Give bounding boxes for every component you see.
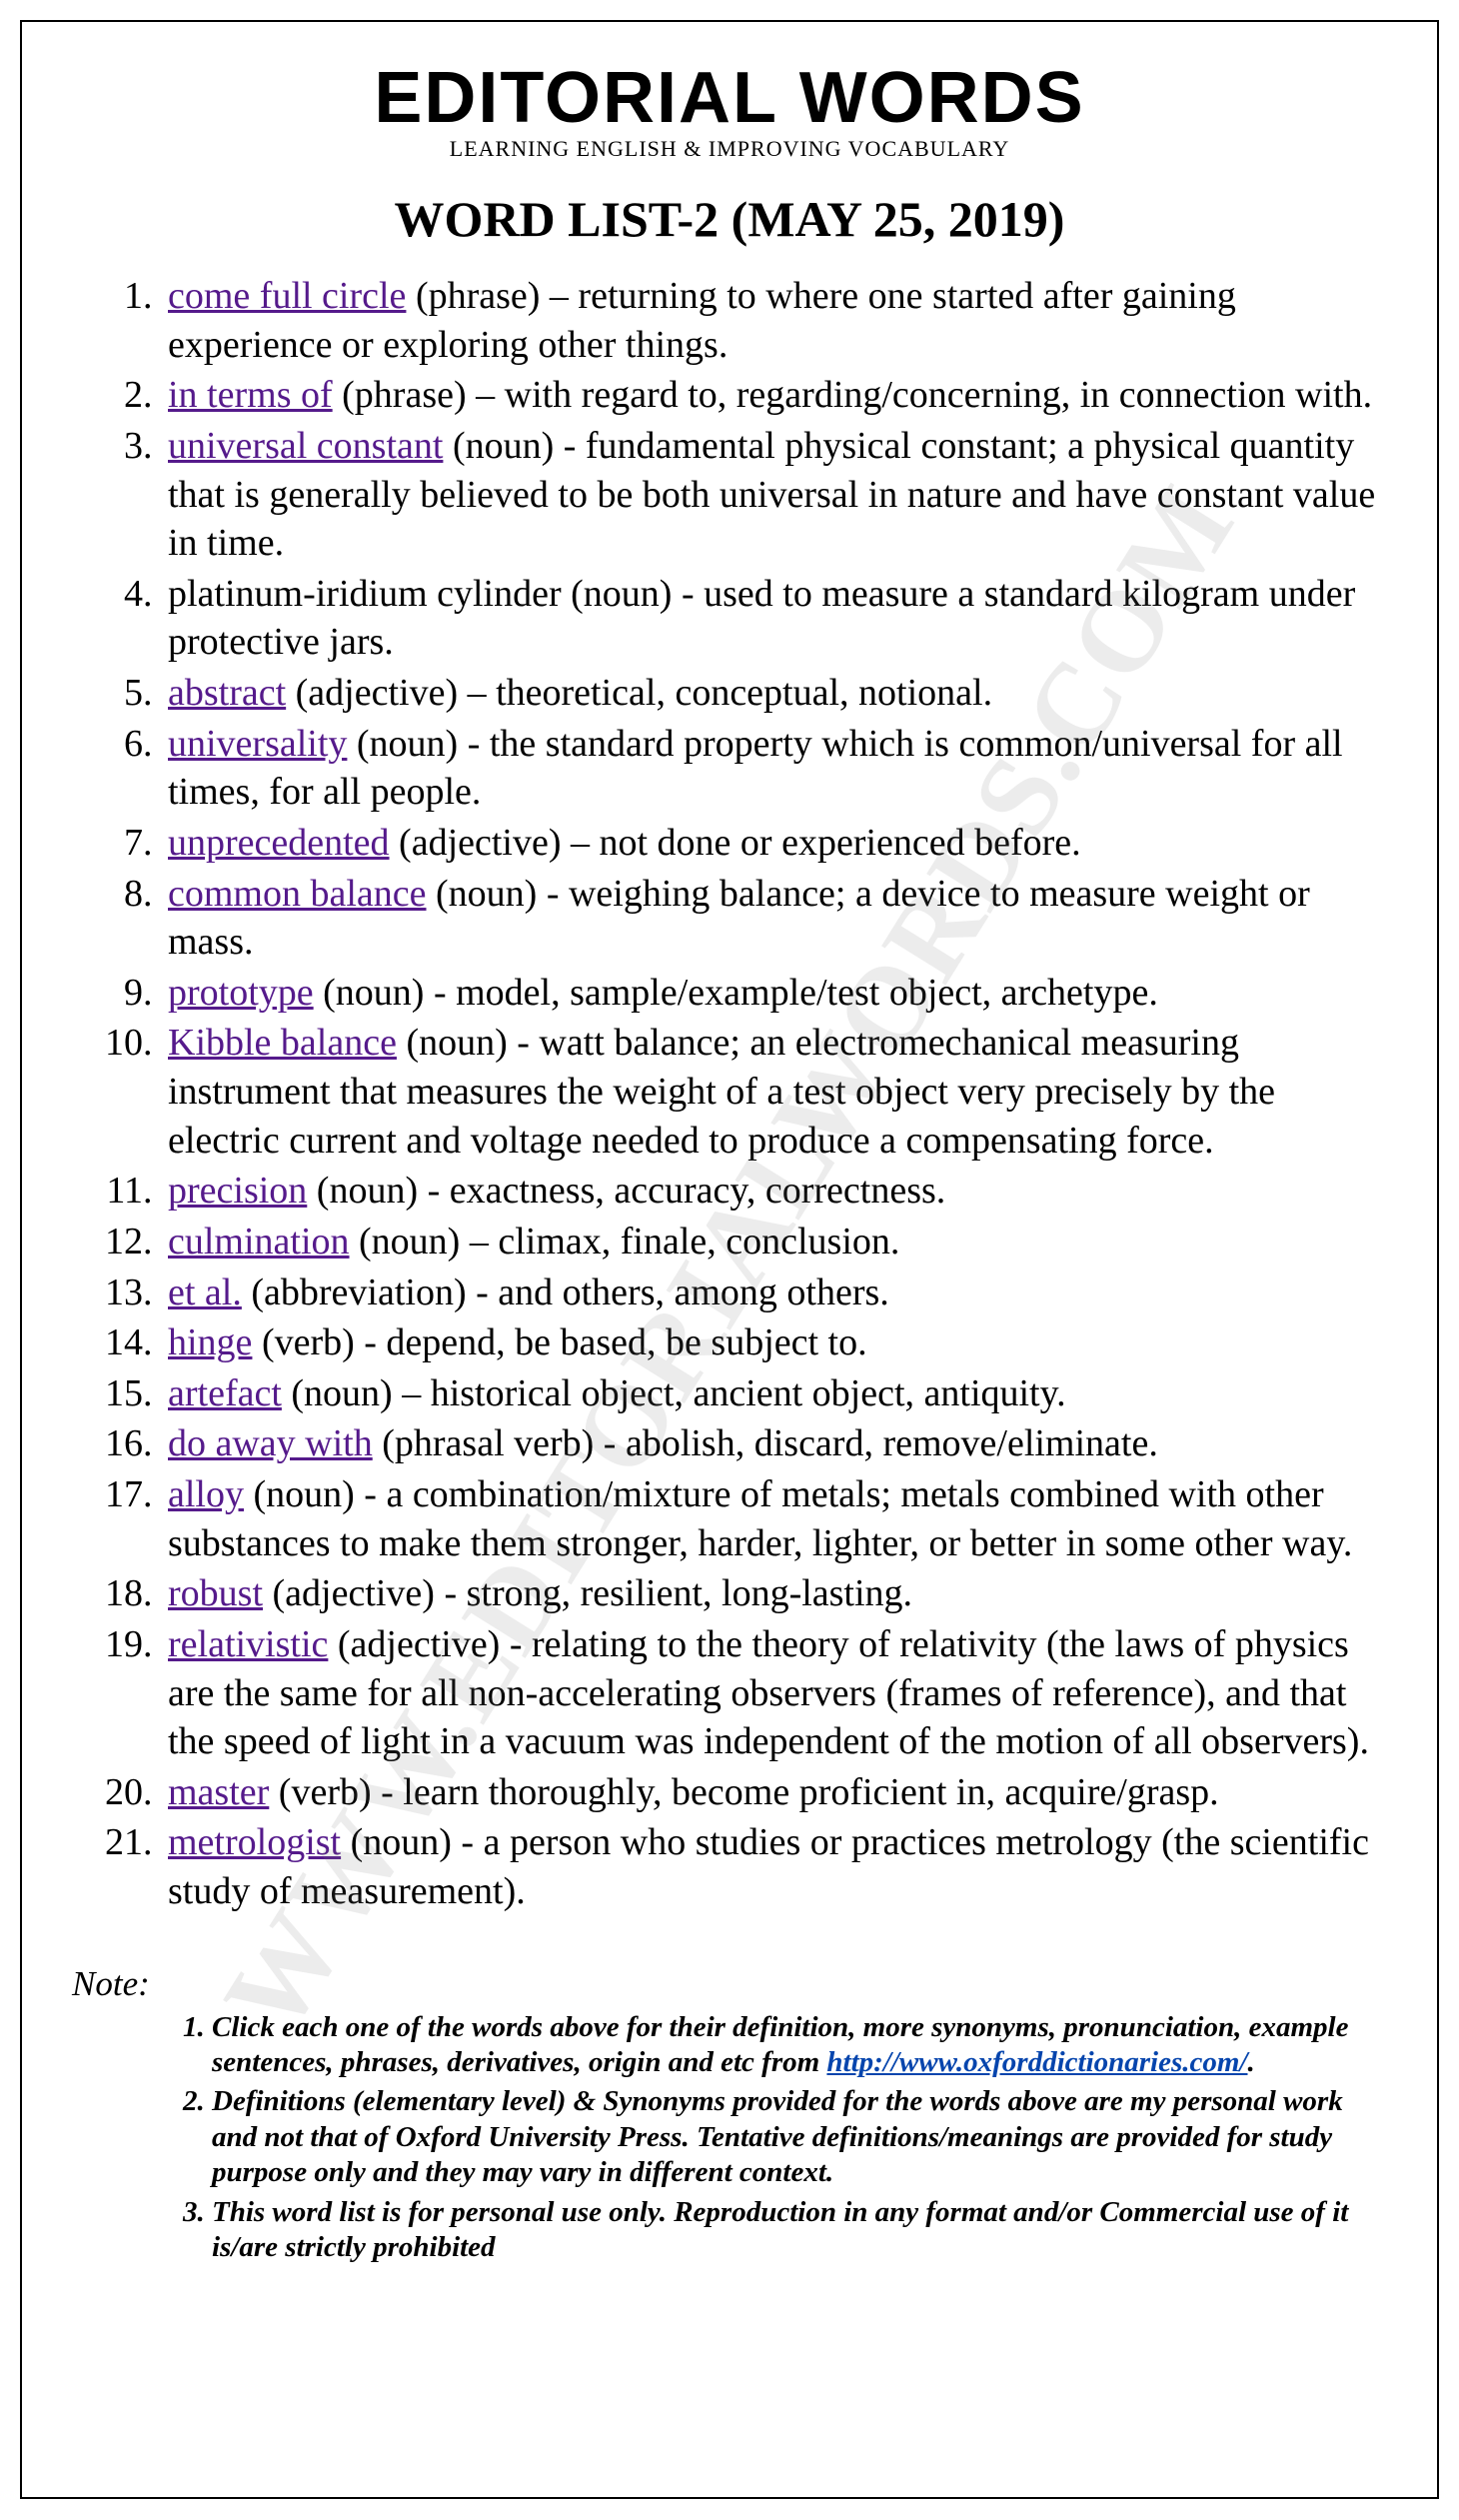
- word-term-link[interactable]: et al.: [168, 1271, 242, 1313]
- word-item: master (verb) - learn thoroughly, become…: [162, 1768, 1387, 1817]
- word-term-link[interactable]: hinge: [168, 1321, 252, 1363]
- word-definition: (adjective) – not done or experienced be…: [390, 822, 1081, 864]
- word-item: platinum-iridium cylinder (noun) - used …: [162, 570, 1387, 667]
- word-term: platinum-iridium cylinder: [168, 573, 562, 615]
- note-label: Note:: [72, 1964, 1397, 2004]
- word-item: in terms of (phrase) – with regard to, r…: [162, 371, 1387, 420]
- word-definition: (abbreviation) - and others, among other…: [242, 1271, 889, 1313]
- note-text: This word list is for personal use only.…: [212, 2196, 1348, 2263]
- word-item: universality (noun) - the standard prope…: [162, 720, 1387, 817]
- word-item: hinge (verb) - depend, be based, be subj…: [162, 1318, 1387, 1367]
- word-term-link[interactable]: artefact: [168, 1372, 282, 1414]
- word-item: Kibble balance (noun) - watt balance; an…: [162, 1019, 1387, 1165]
- brand-tagline: LEARNING ENGLISH & IMPROVING VOCABULARY: [62, 136, 1397, 162]
- word-item: prototype (noun) - model, sample/example…: [162, 969, 1387, 1018]
- word-definition: (noun) - exactness, accuracy, correctnes…: [307, 1170, 945, 1212]
- word-term-link[interactable]: prototype: [168, 972, 314, 1014]
- page-border: WWW.EDITORIALWORDS.COM EDITORIAL WORDS L…: [20, 20, 1439, 2499]
- word-definition: (adjective) – theoretical, conceptual, n…: [286, 672, 992, 714]
- word-definition: (verb) - learn thoroughly, become profic…: [269, 1771, 1218, 1813]
- word-term-link[interactable]: universality: [168, 723, 347, 765]
- word-term-link[interactable]: do away with: [168, 1422, 373, 1464]
- note-text: Definitions (elementary level) & Synonym…: [212, 2085, 1343, 2188]
- word-item: culmination (noun) – climax, finale, con…: [162, 1218, 1387, 1266]
- word-term-link[interactable]: common balance: [168, 873, 427, 915]
- word-term-link[interactable]: culmination: [168, 1221, 350, 1262]
- word-term-link[interactable]: master: [168, 1771, 269, 1813]
- document-outer: WWW.EDITORIALWORDS.COM EDITORIAL WORDS L…: [0, 0, 1459, 2519]
- word-term-link[interactable]: abstract: [168, 672, 286, 714]
- note-item: Click each one of the words above for th…: [212, 2010, 1367, 2081]
- word-item: precision (noun) - exactness, accuracy, …: [162, 1167, 1387, 1216]
- note-text-post: .: [1248, 2046, 1255, 2078]
- word-item: unprecedented (adjective) – not done or …: [162, 819, 1387, 868]
- word-definition: (noun) - model, sample/example/test obje…: [314, 972, 1158, 1014]
- word-item: abstract (adjective) – theoretical, conc…: [162, 669, 1387, 718]
- word-item: alloy (noun) - a combination/mixture of …: [162, 1470, 1387, 1567]
- word-definition: (verb) - depend, be based, be subject to…: [252, 1321, 866, 1363]
- word-term-link[interactable]: metrologist: [168, 1821, 341, 1863]
- word-term-link[interactable]: universal constant: [168, 425, 443, 467]
- word-term-link[interactable]: in terms of: [168, 374, 333, 416]
- word-definition: (noun) - a combination/mixture of metals…: [168, 1473, 1352, 1564]
- word-term-link[interactable]: come full circle: [168, 275, 406, 317]
- word-item: artefact (noun) – historical object, anc…: [162, 1369, 1387, 1418]
- note-url-link[interactable]: http://www.oxforddictionaries.com/: [826, 2046, 1247, 2078]
- word-definition: (adjective) - relating to the theory of …: [168, 1623, 1369, 1762]
- word-list: come full circle (phrase) – returning to…: [72, 272, 1387, 1916]
- word-term-link[interactable]: precision: [168, 1170, 307, 1212]
- word-definition: (phrasal verb) - abolish, discard, remov…: [373, 1422, 1158, 1464]
- word-item: common balance (noun) - weighing balance…: [162, 870, 1387, 967]
- word-definition: (noun) – climax, finale, conclusion.: [350, 1221, 900, 1262]
- word-item: robust (adjective) - strong, resilient, …: [162, 1569, 1387, 1618]
- word-term-link[interactable]: alloy: [168, 1473, 244, 1515]
- note-item: This word list is for personal use only.…: [212, 2195, 1367, 2266]
- word-item: universal constant (noun) - fundamental …: [162, 422, 1387, 568]
- word-term-link[interactable]: Kibble balance: [168, 1022, 397, 1064]
- word-definition: (adjective) - strong, resilient, long-la…: [263, 1572, 912, 1614]
- word-definition: (noun) – historical object, ancient obje…: [282, 1372, 1066, 1414]
- word-term-link[interactable]: robust: [168, 1572, 263, 1614]
- word-item: do away with (phrasal verb) - abolish, d…: [162, 1419, 1387, 1468]
- brand-title: EDITORIAL WORDS: [62, 62, 1397, 134]
- word-item: et al. (abbreviation) - and others, amon…: [162, 1268, 1387, 1317]
- note-item: Definitions (elementary level) & Synonym…: [212, 2084, 1367, 2190]
- word-term-link[interactable]: unprecedented: [168, 822, 390, 864]
- notes-list: Click each one of the words above for th…: [62, 2010, 1367, 2266]
- word-item: come full circle (phrase) – returning to…: [162, 272, 1387, 369]
- word-list-title: WORD LIST-2 (MAY 25, 2019): [62, 190, 1397, 248]
- document-header: EDITORIAL WORDS LEARNING ENGLISH & IMPRO…: [62, 62, 1397, 248]
- word-definition: (phrase) – with regard to, regarding/con…: [333, 374, 1372, 416]
- word-term-link[interactable]: relativistic: [168, 1623, 328, 1665]
- word-item: metrologist (noun) - a person who studie…: [162, 1818, 1387, 1915]
- word-item: relativistic (adjective) - relating to t…: [162, 1620, 1387, 1766]
- word-definition: (noun) - a person who studies or practic…: [168, 1821, 1369, 1912]
